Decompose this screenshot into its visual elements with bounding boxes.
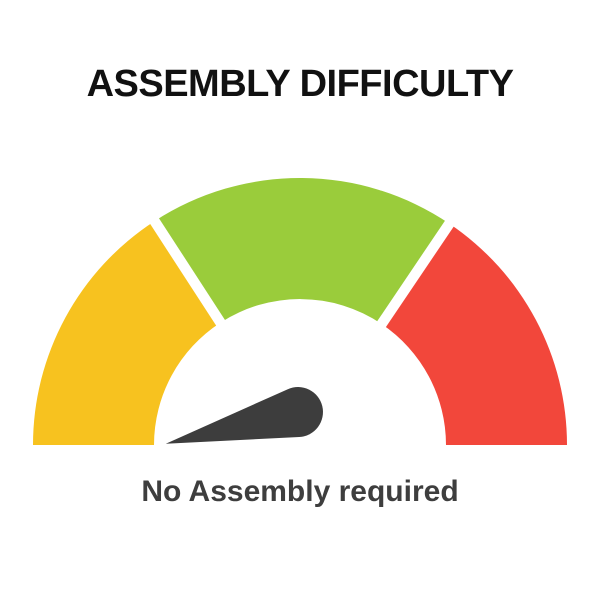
gauge-segment-divider [144,209,230,333]
gauge-reading-label: No Assembly required [141,475,459,508]
gauge-needle [165,387,323,444]
gauge-segment-yellow [33,221,221,445]
gauge-gaps [144,209,460,334]
page-title: ASSEMBLY DIFFICULTY [86,63,514,105]
gauge-segment-divider [372,212,460,334]
gauge-segment-red [381,223,567,445]
gauge-segment-green [154,177,450,324]
gauge-segments [33,177,567,445]
